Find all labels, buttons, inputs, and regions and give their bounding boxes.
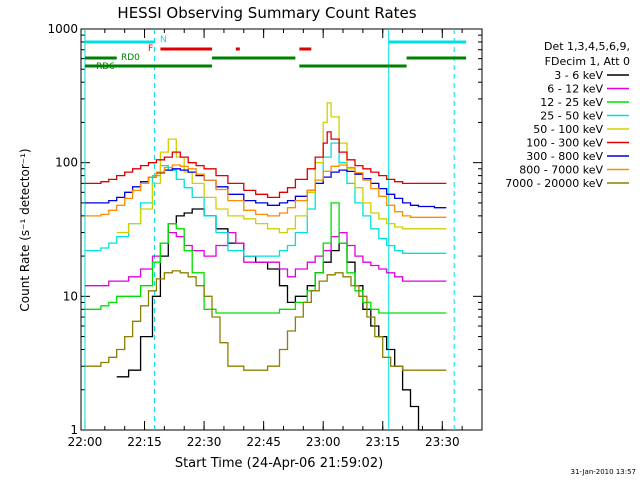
series-line-9 [85, 270, 447, 371]
legend-label: 300 - 800 keV [526, 150, 603, 163]
legend-label: 7000 - 20000 keV [505, 177, 603, 190]
series-line-5 [116, 102, 447, 234]
legend-label: 25 - 50 keV [540, 110, 603, 123]
x-tick-label: 22:45 [246, 435, 281, 449]
y-tick-label: 10 [63, 289, 78, 303]
flag-label: N [160, 35, 167, 45]
legend-header-line-1: Det 1,3,4,5,6,9, [544, 40, 630, 53]
y-tick-label: 1 [70, 423, 78, 437]
series-line-2 [85, 231, 447, 287]
y-axis: 1 10 100 1000 [47, 22, 482, 437]
legend-label: 50 - 100 keV [533, 123, 603, 136]
flag-label: F [148, 44, 153, 54]
series-line-4 [85, 142, 447, 257]
x-tick-label: 22:15 [127, 435, 162, 449]
legend-label: 12 - 25 keV [540, 96, 603, 109]
legend-label: 6 - 12 keV [547, 83, 603, 96]
legend-label: 100 - 300 keV [526, 137, 603, 150]
series-line-1 [116, 208, 447, 431]
x-tick-label: 22:00 [68, 435, 103, 449]
legend-header-line-2: FDecim 1, Att 0 [545, 55, 630, 68]
x-tick-label: 23:00 [306, 435, 341, 449]
flag-bars: NF RD0 RD6 [84, 35, 467, 72]
x-tick-label: 23:15 [365, 435, 400, 449]
y-tick-label: 1000 [47, 22, 78, 36]
y-axis-label: Count Rate (s⁻¹ detector⁻¹) [18, 148, 32, 311]
legend-label: 3 - 6 keV [554, 69, 603, 82]
x-axis: 22:00 22:15 22:30 22:45 23:00 23:15 23:30 [68, 29, 463, 449]
series-line-8 [85, 164, 447, 218]
series-lines [85, 102, 447, 431]
x-tick-label: 23:30 [425, 435, 460, 449]
y-tick-label: 100 [55, 156, 78, 170]
legend-label: 800 - 7000 keV [519, 164, 603, 177]
flag-lines [84, 29, 455, 430]
series-line-3 [85, 202, 447, 314]
x-tick-label: 22:30 [187, 435, 222, 449]
footer-date: 31-Jan-2010 13:57 [571, 468, 636, 476]
x-axis-label: Start Time (24-Apr-06 21:59:02) [175, 456, 383, 471]
legend: Det 1,3,4,5,6,9, FDecim 1, Att 0 3 - 6 k… [505, 40, 630, 190]
series-line-6 [85, 131, 447, 199]
flag-label: RD6 [96, 62, 115, 72]
flag-label: RD0 [121, 53, 140, 63]
series-line-7 [85, 168, 447, 209]
plot-frame [80, 28, 483, 431]
chart-title: HESSI Observing Summary Count Rates [117, 4, 416, 22]
